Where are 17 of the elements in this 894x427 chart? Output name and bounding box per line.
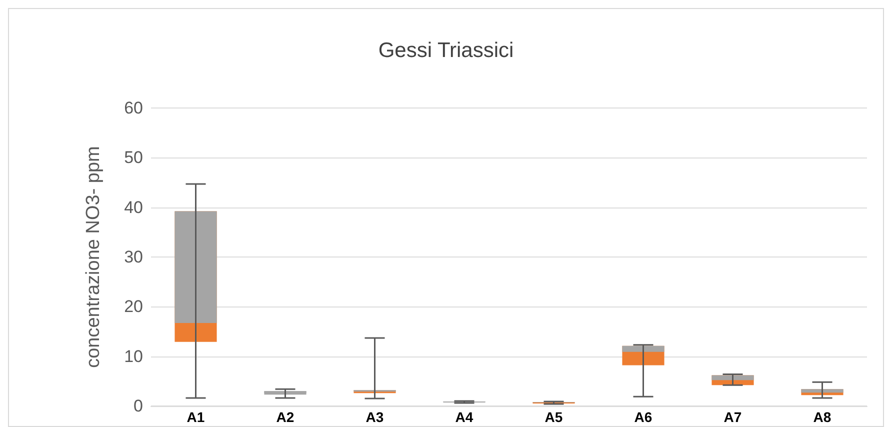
y-tick-label: 50 [124, 148, 143, 168]
y-tick-label: 30 [124, 248, 143, 266]
y-tick-label: 40 [124, 198, 143, 217]
x-tick-label: A6 [634, 409, 652, 425]
y-tick-label: 60 [124, 98, 143, 118]
y-tick-label: 0 [134, 396, 143, 416]
x-tick-label: A4 [455, 409, 474, 425]
x-tick-label: A1 [186, 409, 205, 425]
y-axis-title: concentrazione NO3- ppm [83, 146, 104, 368]
chart-title: Gessi Triassici [378, 39, 514, 62]
x-tick-label: A3 [366, 409, 384, 425]
x-tick-label: A5 [544, 409, 563, 425]
y-tick-label: 10 [124, 346, 143, 366]
x-tick-label: A8 [813, 409, 832, 425]
x-tick-label: A7 [724, 409, 742, 425]
x-tick-label: A2 [276, 409, 294, 425]
y-tick-label: 20 [124, 297, 143, 316]
